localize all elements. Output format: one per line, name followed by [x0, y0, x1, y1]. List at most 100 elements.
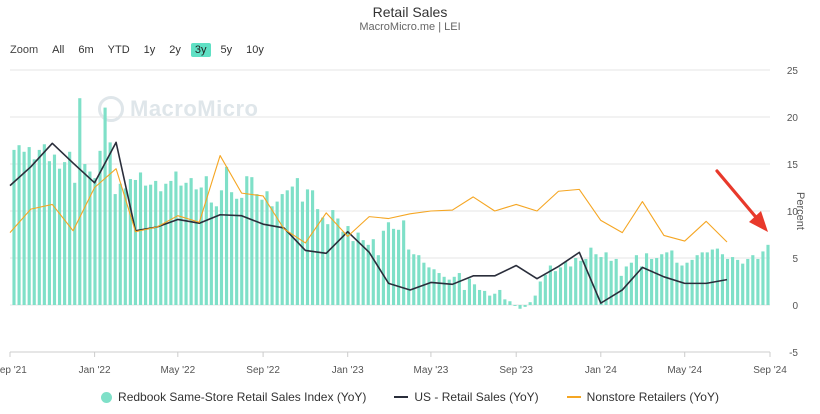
- zoom-2y-button[interactable]: 2y: [169, 44, 181, 56]
- redbook-bar: [488, 295, 492, 305]
- y-axis-label: Percent: [794, 192, 806, 230]
- redbook-bar: [427, 267, 431, 305]
- x-tick-label: Jan '22: [79, 365, 111, 376]
- x-tick-label: Jan '24: [585, 365, 617, 376]
- redbook-bar: [341, 231, 345, 305]
- chart-title: Retail Sales: [372, 4, 448, 20]
- redbook-bar: [513, 305, 517, 306]
- legend-item-redbook[interactable]: Redbook Same-Store Retail Sales Index (Y…: [101, 390, 366, 404]
- redbook-bar: [103, 107, 107, 305]
- redbook-bar: [452, 276, 456, 305]
- redbook-bar: [169, 180, 173, 305]
- redbook-bar: [493, 293, 497, 305]
- redbook-bar: [42, 144, 46, 305]
- redbook-bar: [609, 260, 613, 305]
- redbook-bar: [472, 284, 477, 305]
- redbook-bar: [660, 254, 664, 305]
- redbook-bar: [265, 191, 269, 305]
- redbook-bar: [700, 252, 704, 305]
- redbook-bar: [457, 273, 461, 305]
- redbook-bar: [533, 295, 537, 305]
- redbook-bar: [194, 189, 198, 305]
- redbook-bar: [128, 179, 132, 305]
- redbook-bar: [558, 267, 563, 305]
- redbook-bar: [331, 210, 335, 305]
- redbook-bar: [52, 154, 57, 305]
- redbook-bar: [483, 290, 487, 305]
- redbook-bar: [766, 244, 770, 305]
- redbook-bar: [589, 247, 593, 305]
- redbook-bar: [741, 263, 745, 305]
- redbook-bar: [159, 191, 163, 305]
- redbook-bar: [477, 289, 482, 305]
- redbook-bar: [240, 197, 244, 305]
- chart-subtitle: MacroMicro.me | LEI: [359, 21, 461, 33]
- zoom-10y-button[interactable]: 10y: [246, 44, 264, 56]
- chart-legend: Redbook Same-Store Retail Sales Index (Y…: [0, 390, 820, 404]
- redbook-bar: [751, 255, 755, 305]
- redbook-bar: [133, 179, 138, 305]
- redbook-bar: [599, 257, 603, 305]
- zoom-6m-button[interactable]: 6m: [78, 44, 94, 56]
- redbook-bar: [386, 222, 391, 305]
- redbook-bar: [518, 305, 522, 309]
- zoom-ytd-button[interactable]: YTD: [107, 44, 130, 56]
- redbook-bar: [746, 258, 750, 305]
- redbook-bar: [594, 254, 598, 305]
- redbook-bar: [88, 171, 92, 305]
- redbook-bar: [548, 265, 552, 305]
- legend-item-nonstore[interactable]: Nonstore Retailers (YoY): [566, 390, 719, 404]
- redbook-bar: [351, 241, 355, 305]
- redbook-bar: [17, 145, 21, 305]
- legend-swatch-redbook: [101, 391, 113, 403]
- legend-swatch-us-retail: [394, 396, 409, 398]
- zoom-label: Zoom: [10, 44, 39, 56]
- nonstore-retailers-line: [9, 154, 728, 244]
- zoom-5y-button[interactable]: 5y: [220, 44, 233, 56]
- redbook-bar: [123, 188, 127, 305]
- redbook-bar: [407, 249, 411, 305]
- redbook-bar: [376, 255, 380, 305]
- redbook-bar: [260, 199, 264, 305]
- redbook-bar: [290, 186, 294, 305]
- redbook-bar: [498, 289, 502, 305]
- redbook-bar: [164, 183, 168, 305]
- redbook-bar: [32, 159, 36, 305]
- redbook-bar: [250, 177, 254, 305]
- zoom-all-button[interactable]: All: [52, 44, 65, 56]
- x-tick-label: Sep '22: [246, 365, 280, 376]
- redbook-bar: [695, 255, 699, 305]
- redbook-bar: [300, 201, 305, 305]
- x-tick-label: Sep '23: [499, 365, 533, 376]
- redbook-bar: [68, 151, 72, 305]
- y-tick-label: 20: [787, 113, 799, 124]
- redbook-bar: [108, 142, 112, 305]
- zoom-3y-button[interactable]: 3y: [190, 43, 211, 57]
- red-arrow-shaft: [715, 169, 762, 224]
- redbook-bar: [720, 254, 725, 305]
- redbook-bar: [731, 257, 735, 305]
- redbook-bar: [219, 190, 224, 305]
- redbook-bar: [553, 271, 558, 305]
- redbook-bar: [346, 226, 350, 305]
- redbook-bar: [402, 220, 406, 305]
- redbook-bar: [78, 98, 82, 305]
- redbook-bar: [523, 305, 527, 307]
- redbook-bar: [179, 185, 183, 305]
- redbook-bar: [118, 183, 122, 305]
- redbook-bar: [564, 261, 568, 305]
- zoom-1y-button[interactable]: 1y: [143, 44, 156, 56]
- redbook-bar: [543, 274, 547, 305]
- legend-label-nonstore: Nonstore Retailers (YoY): [586, 390, 719, 404]
- redbook-bar: [57, 168, 62, 305]
- x-tick-label: Sep '21: [0, 365, 27, 376]
- redbook-bar: [275, 201, 279, 305]
- legend-item-us-retail[interactable]: US - Retail Sales (YoY): [394, 390, 539, 404]
- redbook-bar: [154, 180, 158, 305]
- redbook-bar: [27, 147, 31, 305]
- redbook-bar: [670, 250, 674, 305]
- redbook-bar: [467, 278, 472, 305]
- x-tick-label: Jan '23: [332, 365, 364, 376]
- redbook-bar: [336, 218, 340, 305]
- redbook-bar: [447, 279, 451, 305]
